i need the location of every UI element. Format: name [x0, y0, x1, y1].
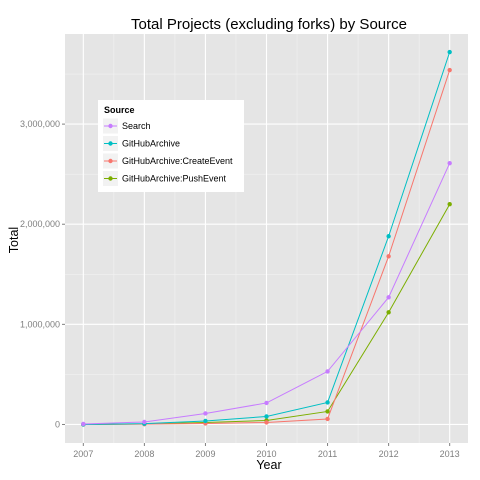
data-point — [203, 418, 208, 424]
y-axis: 0 1,000,000 2,000,000 3,000,000 — [20, 119, 65, 429]
legend-key-point — [108, 123, 113, 129]
chart-title: Total Projects (excluding forks) by Sour… — [131, 16, 407, 33]
x-tick-label: 2011 — [318, 449, 337, 459]
data-point — [386, 310, 391, 315]
x-tick-label: 2010 — [256, 449, 276, 459]
data-point — [447, 49, 452, 55]
data-point — [325, 409, 330, 414]
y-tick-label: 1,000,000 — [20, 319, 60, 329]
legend-label: GitHubArchive:PushEvent — [122, 174, 227, 184]
x-tick-label: 2008 — [134, 449, 154, 459]
legend-key-point — [108, 158, 113, 164]
series-layer — [81, 49, 452, 427]
x-tick-label: 2009 — [195, 449, 215, 459]
x-axis: 2007 2008 2009 2010 2011 2012 2013 — [73, 443, 460, 459]
data-point — [325, 369, 330, 374]
data-point — [386, 295, 391, 300]
data-point — [264, 414, 269, 419]
y-tick-label: 3,000,000 — [20, 119, 60, 129]
y-axis-title: Total — [7, 227, 21, 253]
legend-label: GitHubArchive — [122, 139, 180, 149]
x-tick-label: 2012 — [379, 449, 399, 459]
data-point — [447, 160, 452, 166]
legend-key-point — [108, 176, 113, 181]
x-tick-label: 2007 — [73, 449, 93, 459]
data-point — [264, 420, 269, 425]
data-point — [142, 419, 147, 425]
data-point — [81, 421, 86, 427]
y-tick-label: 0 — [55, 419, 60, 429]
data-point — [447, 202, 452, 207]
x-tick-label: 2013 — [440, 449, 460, 459]
legend: Source Search GitHubArchive GitHubArchive:… — [98, 100, 244, 192]
data-point — [386, 254, 391, 259]
data-point — [264, 400, 269, 406]
legend-title: Source — [104, 105, 135, 115]
x-axis-title: Year — [256, 458, 281, 472]
data-point — [203, 411, 208, 416]
data-point — [325, 416, 330, 422]
data-point — [325, 400, 330, 405]
legend-key-point — [108, 141, 113, 146]
legend-label: Search — [122, 121, 151, 131]
y-tick-label: 2,000,000 — [20, 219, 60, 229]
legend-box — [98, 100, 244, 192]
legend-items: Search GitHubArchive GitHubArchive:CreateE… — [103, 118, 233, 186]
data-point — [386, 234, 391, 239]
data-point — [447, 67, 452, 73]
legend-label: GitHubArchive:CreateEvent — [122, 156, 233, 166]
